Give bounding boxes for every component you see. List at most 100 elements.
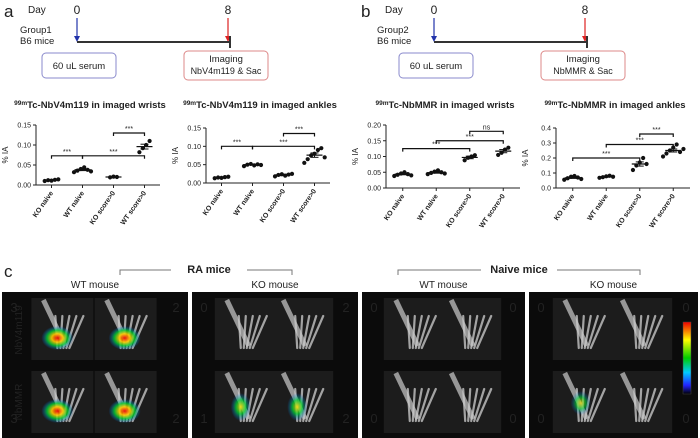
y-tick-label: 0.20 <box>367 123 381 130</box>
data-point <box>630 167 636 173</box>
y-tick-label: 0.15 <box>187 126 201 133</box>
limb <box>448 371 476 421</box>
day-end: 8 <box>225 3 232 17</box>
heat-spot <box>41 326 74 350</box>
title-sup: 99m <box>376 100 389 107</box>
data-point <box>147 138 152 144</box>
imaging-box <box>540 50 626 81</box>
paw-bone <box>308 314 325 350</box>
paw-bone <box>644 387 657 423</box>
data-point <box>226 174 231 179</box>
title-sup: 99m <box>183 100 196 107</box>
paw-bone <box>476 387 493 423</box>
y-tick-label: 0.15 <box>367 138 381 145</box>
heat-spot <box>570 391 591 415</box>
x-tick-label: KO naive <box>553 193 576 222</box>
limb <box>224 298 252 348</box>
y-axis-label: % IA <box>1 146 10 164</box>
significance-label: ns <box>483 124 491 131</box>
score: 0 <box>509 300 516 315</box>
significance-bracket <box>81 155 146 159</box>
significance-label: *** <box>233 139 241 146</box>
score: 2 <box>342 411 349 426</box>
score: 0 <box>537 300 544 315</box>
limb <box>280 298 308 348</box>
paw-bone <box>647 387 664 423</box>
significance-bracket <box>435 140 504 144</box>
x-tick-label: KO score>0 <box>445 193 473 229</box>
score: 1 <box>200 411 207 426</box>
panel-label: c <box>4 262 13 281</box>
significance-bracket <box>251 145 316 150</box>
paw-bone <box>473 387 486 423</box>
significance-bracket <box>50 155 84 159</box>
x-tick-label: KO score>0 <box>615 193 643 229</box>
row-label: NbMMR <box>14 384 25 421</box>
x-tick-label: WT score>0 <box>120 190 148 226</box>
y-tick-label: 0.2 <box>541 156 551 163</box>
y-tick-label: 0.05 <box>17 163 31 170</box>
score: 3 <box>10 411 17 426</box>
score: 0 <box>682 411 689 426</box>
paw-bone <box>586 314 599 350</box>
data-point <box>472 153 477 158</box>
limb <box>619 371 647 421</box>
injection: 60 uL serum <box>53 61 106 72</box>
data-point <box>82 165 87 170</box>
significance-label: *** <box>432 142 440 149</box>
title-text: Tc-NbMMR in imaged ankles <box>557 100 685 111</box>
score: 3 <box>10 300 17 315</box>
mice: B6 mice <box>20 36 54 47</box>
title-sup: 99m <box>544 100 557 107</box>
column-label: WT mouse <box>419 280 468 291</box>
x-tick-label: WT score>0 <box>290 188 318 224</box>
y-tick-label: 0.05 <box>187 162 201 169</box>
paw-bone <box>473 314 486 350</box>
y-tick-label: 0.00 <box>17 183 31 190</box>
paw-bone <box>589 314 606 350</box>
limb <box>562 298 590 348</box>
chart-title: 99mTc-NbMMR in imaged wrists <box>376 100 515 111</box>
panel-label: a <box>4 2 14 21</box>
data-point <box>681 146 686 152</box>
y-tick-label: 0.10 <box>367 154 381 161</box>
score: 0 <box>537 411 544 426</box>
y-axis-label: % IA <box>171 146 180 164</box>
significance-label: *** <box>652 127 660 134</box>
significance-label: *** <box>109 149 117 156</box>
data-point <box>641 155 646 161</box>
group-label: Naive mice <box>490 264 547 276</box>
chart-title: 99mTc-NbV4m119 in imaged wrists <box>14 100 166 111</box>
mice: B6 mice <box>377 36 411 47</box>
paw-bone <box>589 387 606 423</box>
color-bar <box>682 321 692 395</box>
significance-label: *** <box>125 126 133 133</box>
significance-bracket <box>605 143 674 148</box>
data-point <box>506 145 511 150</box>
heat-spot <box>108 399 141 423</box>
paw-bone <box>305 387 318 423</box>
title-text: Tc-NbV4m119 in imaged wrists <box>27 100 166 111</box>
significance-bracket <box>402 148 471 152</box>
y-tick-label: 0.00 <box>187 181 201 188</box>
score: 0 <box>509 411 516 426</box>
group: Group2 <box>377 25 409 36</box>
heat-spot <box>108 326 141 350</box>
y-tick-label: 0.15 <box>17 123 31 130</box>
paw-bone <box>248 387 261 423</box>
y-tick-label: 0.1 <box>541 171 551 178</box>
significance-label: *** <box>602 151 610 158</box>
significance-bracket <box>112 132 146 136</box>
data-point <box>562 177 567 182</box>
heat-spot <box>41 399 74 423</box>
paw-bone <box>476 314 493 350</box>
paw-bone <box>644 314 657 350</box>
paw-bone <box>248 314 261 350</box>
limb <box>448 298 476 348</box>
data-point <box>315 147 320 153</box>
significance-label: *** <box>295 127 303 134</box>
chart-title: 99mTc-NbV4m119 in imaged ankles <box>183 100 337 111</box>
day-start: 0 <box>74 3 81 17</box>
imaging: Imaging <box>209 54 243 65</box>
